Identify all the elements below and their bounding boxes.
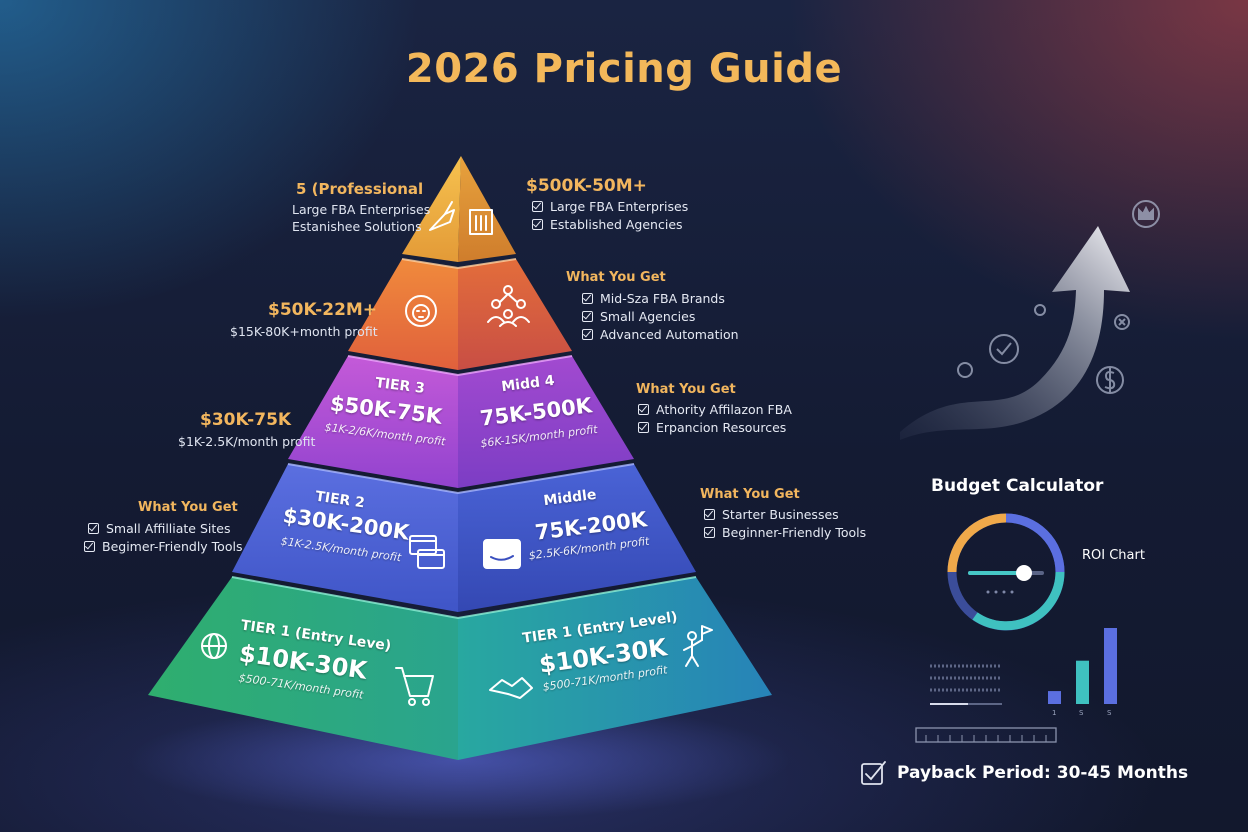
tier3-what-you-get: What You Get xyxy=(636,382,736,397)
tier2-right-benefit: Starter Businesses xyxy=(704,506,839,524)
tier4-right-face xyxy=(458,259,572,370)
top-tier-left-line: Large FBA Enterprises xyxy=(292,202,431,217)
tier2-left-benefit: Small Affilliate Sites xyxy=(88,520,230,538)
handshake-icon xyxy=(489,677,533,699)
checkbox-icon xyxy=(88,523,99,534)
top-tier-left-heading: 5 (Professional xyxy=(296,180,424,198)
team-icon xyxy=(487,285,530,327)
roi-bar xyxy=(1076,660,1089,704)
roi-bar-label: 1 xyxy=(1052,709,1057,717)
roi-bar xyxy=(1104,628,1117,704)
tier4-benefit: Small Agencies xyxy=(582,308,695,326)
person-flag-icon xyxy=(683,625,713,667)
tier1-right-face xyxy=(458,577,772,760)
payback-period: Payback Period: 30-45 Months xyxy=(897,763,1189,783)
dollar-circle-icon xyxy=(1096,366,1124,394)
budget-gauge xyxy=(947,513,1065,631)
tier4-what-you-get: What You Get xyxy=(566,270,666,285)
roi-bar-label: S xyxy=(1079,709,1084,717)
check-circle-icon xyxy=(957,304,1046,378)
page-title: 2026 Pricing Guide xyxy=(405,46,843,92)
checkbox-icon xyxy=(582,329,593,340)
tier2-right-what-you-get: What You Get xyxy=(700,487,800,502)
tier2-left-benefit: Begimer-Friendly Tools xyxy=(84,538,242,556)
tier1-left-face xyxy=(148,577,458,760)
tier3-profit: $1K-2.5K/month profit xyxy=(178,434,316,449)
globe-icon xyxy=(201,633,227,659)
shopping-cart-icon xyxy=(395,667,434,706)
tier2-right-face xyxy=(458,464,696,612)
growth-arrow-icon xyxy=(900,226,1130,440)
crown-icon xyxy=(1132,200,1160,228)
tier3-benefit: Erpancion Resources xyxy=(638,419,786,437)
top-tier-price-range: $500K-50M+ xyxy=(526,176,647,196)
checkbox-icon xyxy=(532,201,543,212)
browser-windows-icon xyxy=(409,535,445,569)
tier4-price-range: $50K-22M+ xyxy=(268,300,378,320)
amazon-box-icon xyxy=(483,539,521,569)
top-tier-benefit: Established Agencies xyxy=(532,216,683,234)
lion-icon xyxy=(405,295,437,327)
roi-bar-chart xyxy=(1048,628,1117,704)
top-tier-left-line: Estanishee Solutions xyxy=(292,219,422,234)
roi-chart-label: ROI Chart xyxy=(1082,548,1145,563)
tier3-price-range: $30K-75K xyxy=(200,410,292,430)
tier3-right-face xyxy=(458,356,634,488)
checkbox-icon xyxy=(704,509,715,520)
tier4-profit: $15K-80K+month profit xyxy=(230,324,378,339)
tier4-benefit: Mid-Sza FBA Brands xyxy=(582,290,725,308)
checkbox-icon xyxy=(704,527,715,538)
checkbox-icon xyxy=(638,404,649,415)
checkbox-icon xyxy=(532,219,543,230)
checklist-icon xyxy=(861,761,886,785)
roi-slider-knob[interactable] xyxy=(1016,565,1032,581)
checkbox-icon xyxy=(582,311,593,322)
checkbox-icon xyxy=(638,422,649,433)
tier3-left-face xyxy=(288,356,458,488)
top-left-face xyxy=(402,156,461,262)
close-circle-icon xyxy=(1114,314,1130,330)
tier2-left-face xyxy=(232,464,458,612)
building-icon xyxy=(469,209,493,235)
eagle-icon xyxy=(429,201,455,231)
tier4-left-face xyxy=(348,259,458,370)
top-tier-benefit: Large FBA Enterprises xyxy=(532,198,688,216)
budget-calculator-title: Budget Calculator xyxy=(931,476,1104,496)
tier4-benefit: Advanced Automation xyxy=(582,326,739,344)
checkbox-icon xyxy=(84,541,95,552)
tier2-left-what-you-get: What You Get xyxy=(138,500,238,515)
roi-bar-label: S xyxy=(1107,709,1112,717)
tier3-benefit: Athority Affilazon FBA xyxy=(638,401,792,419)
checkbox-icon xyxy=(582,293,593,304)
roi-bar xyxy=(1048,691,1061,704)
tier2-right-benefit: Beginner-Friendly Tools xyxy=(704,524,866,542)
